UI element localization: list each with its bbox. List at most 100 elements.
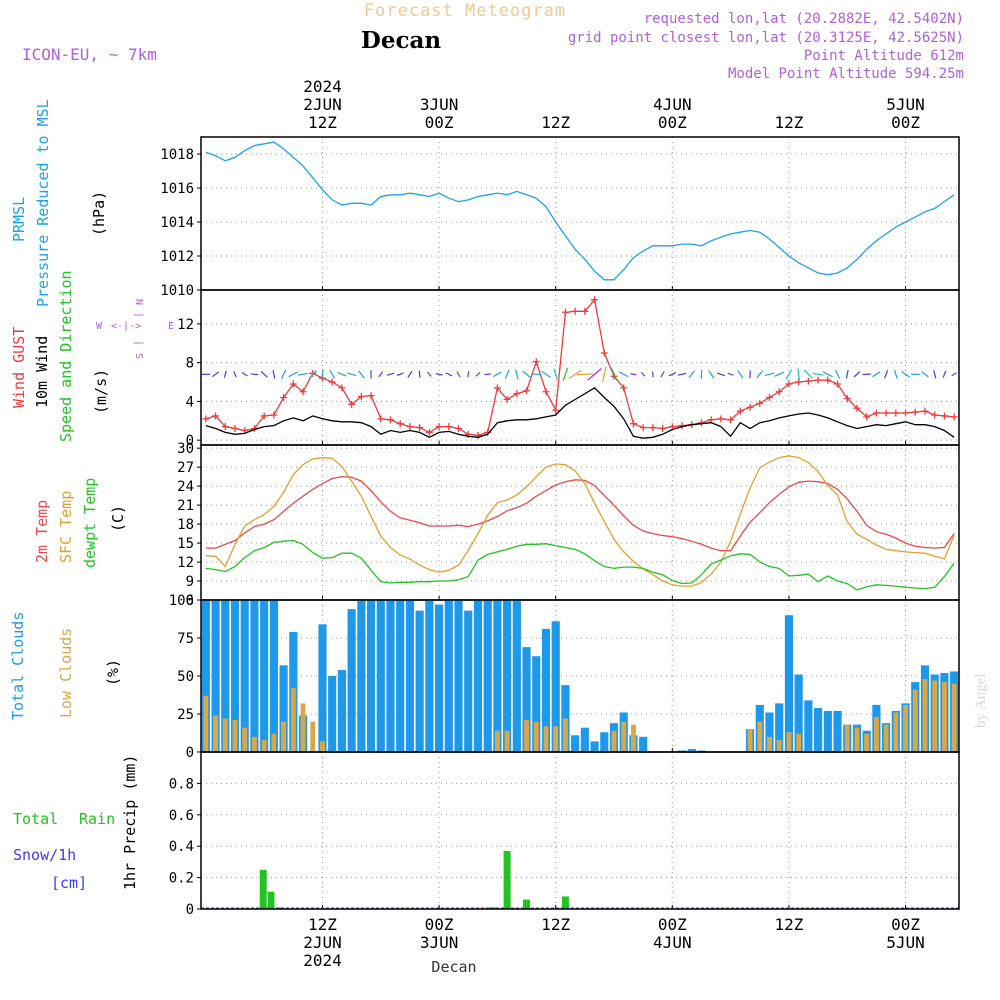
wind-arrow [727,372,734,376]
total-cloud-bar [269,600,278,752]
wind-arrow [562,367,569,381]
wind-arrow [241,372,248,377]
gust-marker [940,412,948,420]
compass-e: E [168,321,174,332]
y-tick-label: 100 [169,593,194,609]
total-cloud-bar [571,735,580,752]
wind-arrow [475,371,481,377]
total-cloud-bar [483,600,492,752]
wind-arrow [260,371,268,378]
low-cloud-bar [932,680,938,752]
gust-marker [280,394,288,402]
gust-marker [231,425,239,433]
gust-marker [834,380,842,388]
wind-arrow [456,371,461,378]
rain-bar [503,850,511,909]
wind-arrow [774,371,785,377]
low-cloud-bar [300,703,306,752]
gust-marker [931,411,939,419]
wind-arrow [951,372,957,377]
total-cloud-bar [512,600,521,752]
snow-unit: [cm] [51,874,87,892]
model-altitude: Model Point Altitude 594.25m [728,66,964,82]
compass-w: W [96,321,103,332]
series-dewpt-line [205,539,955,591]
gust-marker [445,423,453,431]
y-tick-label: 50 [177,669,194,685]
low-cloud-bar [553,726,559,752]
total-cloud-bar [347,609,356,752]
wind-arrow [834,369,841,379]
total-cloud-bar [444,600,453,752]
rain-bar [276,907,284,909]
total-cloud-bar [794,674,803,752]
low-cloud-bar [213,715,219,752]
gust-marker [902,409,910,417]
point-altitude: Point Altitude 612m [804,48,964,64]
total-cloud-bar [357,600,366,752]
total-cloud-bar [804,700,813,752]
bottom-tick-label: 00Z [891,915,920,934]
rain-bar [259,869,267,909]
wind-arrow [435,372,443,376]
gust-marker [727,416,735,424]
series-pressure-line [205,141,955,281]
gust-marker [270,411,278,419]
ms-unit: (m/s) [92,369,110,414]
wind-arrow [321,369,324,380]
panel1-labels: PRMSL Pressure Reduced to MSL (hPa) [10,99,108,307]
wind-arrow [668,372,677,377]
gust-marker [348,400,356,408]
wind-label: 10m Wind [33,336,51,408]
location-name: Decan [361,27,441,54]
low-cloud-bar [912,689,918,752]
total-cloud-bar [318,624,327,752]
wind-arrow [541,370,551,378]
low-cloud-bar [873,717,879,752]
low-cloud-bar [893,712,899,752]
total-cloud-bar [823,710,832,752]
wind-arrow [618,371,629,378]
wind-arrow [785,369,793,380]
wind-arrow [515,369,519,380]
gust-marker [600,349,608,357]
series-gust-line [205,298,955,436]
y-tick-label: 1014 [160,215,194,231]
total-cloud-bar [464,610,473,752]
precip-unit: 1hr Precip (mm) [121,755,139,890]
gust-marker [639,424,647,432]
gust-marker [425,428,433,436]
wind-arrow [764,372,775,377]
total-cloud-bar [454,600,463,752]
gust-marker [921,407,929,415]
gust-marker [892,409,900,417]
gust-marker [814,376,822,384]
low-cloud-bar [767,736,772,752]
rain-bar [267,891,275,909]
gust-marker [591,296,599,304]
y-tick-label: 0.6 [169,808,194,824]
total-cloud-bar [240,600,249,752]
gust-marker [221,423,229,431]
gust-marker [659,425,667,433]
gust-marker [435,423,443,431]
low-cloud-bar [203,695,209,752]
wind-arrow [346,372,357,377]
top-tick-label: 5JUN [886,95,925,114]
wind-arrow [660,371,665,378]
y-tick-label: 12 [177,555,194,571]
low-cloud-bar [611,730,617,752]
wind-arrow [522,370,531,378]
wind-arrow [942,370,947,378]
panel3-labels: 2m Temp SFC Temp dewpt Temp (C) [33,478,127,568]
gust-marker [503,395,511,403]
y-tick-label: 9 [186,574,194,590]
bottom-tick-label: 12Z [541,915,570,934]
top-tick-label: 4JUN [653,95,692,114]
low-cloud-bar [631,724,636,752]
dewpt-label: dewpt Temp [81,478,99,568]
y-tick-label: 0.2 [169,871,194,887]
total-cloud-bar [201,600,210,752]
gust-marker [766,394,773,402]
